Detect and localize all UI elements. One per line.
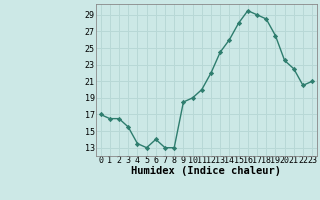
X-axis label: Humidex (Indice chaleur): Humidex (Indice chaleur) <box>132 166 281 176</box>
